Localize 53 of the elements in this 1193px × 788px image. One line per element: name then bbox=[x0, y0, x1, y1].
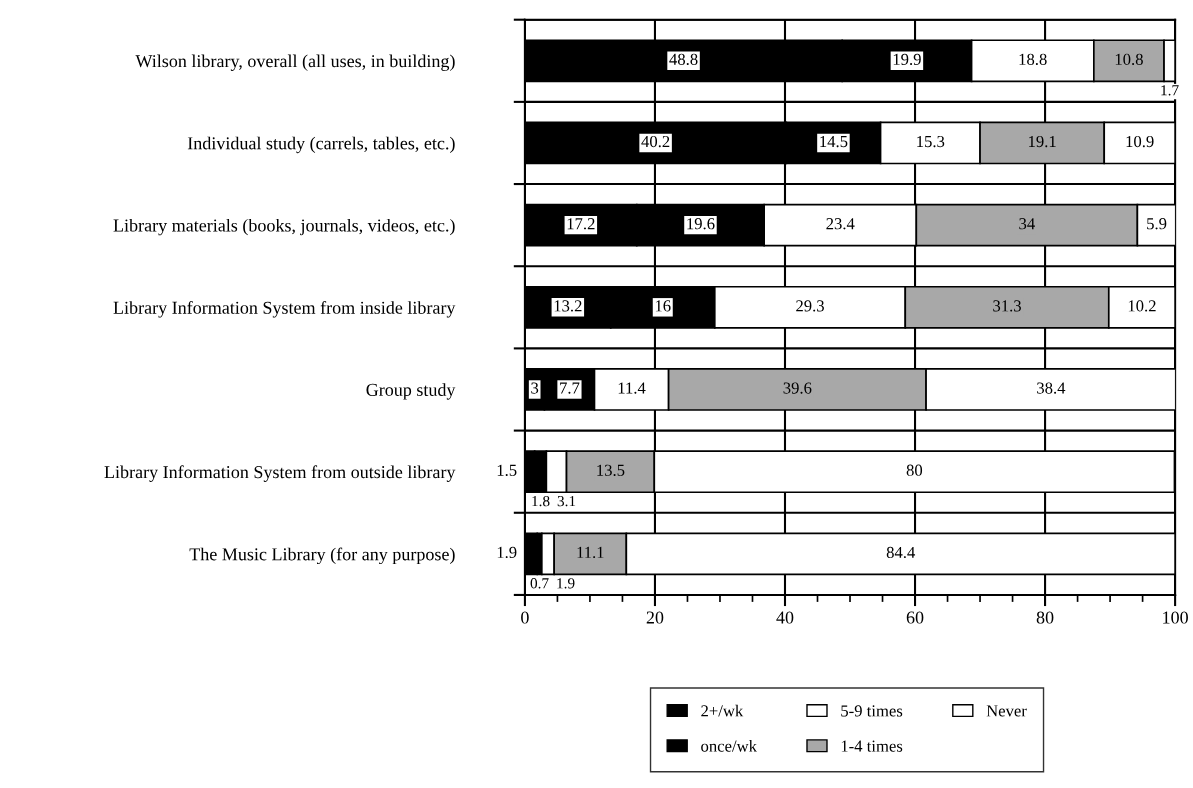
data-label: 1.9 bbox=[557, 578, 575, 589]
data-label: 18.8 bbox=[1019, 53, 1047, 66]
data-label: 17.2 bbox=[567, 218, 595, 230]
y-tick-label: Library Information System from inside library bbox=[113, 300, 456, 318]
data-label: 16 bbox=[655, 300, 671, 312]
legend-label: 5-9 times bbox=[841, 705, 903, 717]
data-label: 29.3 bbox=[796, 300, 824, 312]
data-label: 5.9 bbox=[1147, 218, 1167, 230]
y-tick-label: Wilson library, overall (all uses, in building) bbox=[135, 54, 455, 71]
data-label: 38.4 bbox=[1037, 382, 1066, 394]
data-label: 84.4 bbox=[886, 546, 916, 559]
data-label: 19.9 bbox=[893, 53, 921, 66]
data-label: 14.5 bbox=[820, 135, 848, 148]
y-tick-label: The Music Library (for any purpose) bbox=[189, 547, 455, 565]
legend-label: once/wk bbox=[701, 740, 757, 752]
data-label: 1.5 bbox=[497, 464, 517, 476]
x-tick-label: 40 bbox=[776, 611, 794, 624]
legend-label: 1-4 times bbox=[841, 740, 903, 752]
data-label: 13.2 bbox=[554, 300, 582, 312]
data-label: 3 bbox=[531, 382, 539, 394]
x-tick-label: 0 bbox=[521, 611, 529, 624]
data-label: 48.8 bbox=[669, 53, 698, 66]
data-label: 10.8 bbox=[1115, 53, 1143, 66]
x-tick-label: 100 bbox=[1163, 611, 1188, 624]
data-label: 3.1 bbox=[557, 495, 576, 507]
x-tick-label: 20 bbox=[646, 611, 664, 624]
data-label: 19.6 bbox=[687, 218, 715, 230]
data-label: 11.1 bbox=[577, 546, 604, 559]
data-label: 31.3 bbox=[993, 300, 1021, 312]
data-label: 13.5 bbox=[597, 464, 625, 476]
data-label: 10.2 bbox=[1128, 300, 1156, 312]
data-label: 1.9 bbox=[497, 546, 517, 559]
data-label: 10.9 bbox=[1126, 135, 1154, 148]
legend-label: Never bbox=[986, 705, 1027, 717]
y-tick-label: Library materials (books, journals, videos, etc.) bbox=[113, 218, 455, 236]
data-label: 40.2 bbox=[641, 135, 670, 148]
data-label: 0.7 bbox=[530, 578, 549, 589]
y-tick-label: Library Information System from outside library bbox=[104, 465, 456, 482]
data-label: 11.4 bbox=[618, 382, 646, 394]
legend-label: 2+/wk bbox=[701, 704, 744, 717]
data-label: 39.6 bbox=[783, 382, 812, 394]
data-label: 1.7 bbox=[1161, 85, 1179, 96]
x-tick-label: 80 bbox=[1036, 611, 1054, 624]
data-label: 7.7 bbox=[560, 382, 580, 394]
data-label: 34 bbox=[1019, 218, 1035, 230]
data-label: 19.1 bbox=[1029, 135, 1056, 148]
x-tick-label: 60 bbox=[906, 611, 924, 624]
data-label: 23.4 bbox=[826, 218, 855, 230]
data-label: 15.3 bbox=[917, 135, 945, 148]
data-label: 80 bbox=[906, 464, 923, 476]
y-tick-label: Group study bbox=[366, 383, 456, 400]
y-tick-label: Individual study (carrels, tables, etc.) bbox=[187, 136, 455, 154]
data-label: 1.8 bbox=[532, 495, 550, 507]
